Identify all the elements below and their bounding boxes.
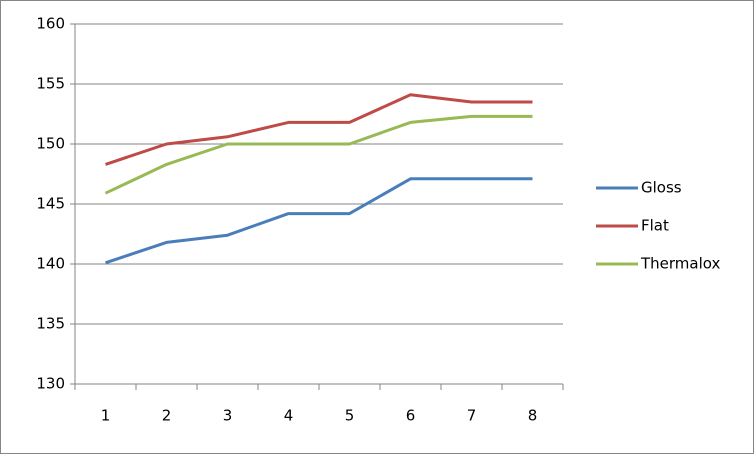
- series-line: [105, 177, 533, 265]
- series-line: [105, 93, 533, 166]
- y-tick-label: 140: [36, 255, 65, 273]
- legend-label: Gloss: [641, 179, 682, 197]
- legend-label: Flat: [641, 217, 669, 235]
- y-tick-label: 150: [36, 135, 65, 153]
- y-tick-label: 145: [36, 195, 65, 213]
- y-tick-label: 155: [36, 75, 65, 93]
- x-tick-label: 7: [467, 407, 477, 425]
- x-tick-label: 2: [162, 407, 172, 425]
- x-tick-label: 8: [528, 407, 538, 425]
- x-tick-label: 4: [284, 407, 294, 425]
- x-tick-label: 1: [101, 407, 111, 425]
- series-line: [104, 114, 533, 195]
- legend-label: Thermalox: [640, 255, 720, 273]
- y-tick-label: 160: [36, 15, 65, 33]
- x-tick-label: 3: [223, 407, 233, 425]
- y-tick-label: 135: [36, 315, 65, 333]
- y-tick-label: 130: [36, 375, 65, 393]
- x-tick-label: 5: [345, 407, 355, 425]
- x-tick-label: 6: [406, 407, 416, 425]
